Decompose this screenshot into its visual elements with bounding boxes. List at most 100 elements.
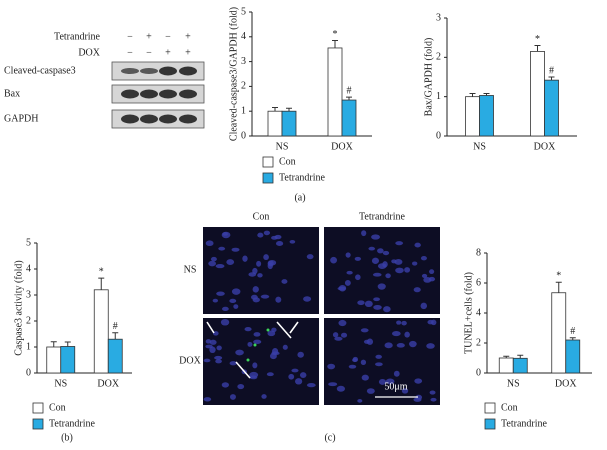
nucleus	[382, 250, 390, 256]
nucleus	[248, 272, 257, 277]
error-bar	[64, 341, 71, 347]
micrograph-row-label: DOX	[179, 355, 201, 366]
error-bar	[346, 96, 352, 101]
blot-band	[121, 89, 139, 99]
legend-swatch	[484, 418, 496, 430]
y-tick-label: 3	[241, 56, 246, 67]
nucleus	[244, 326, 252, 332]
nucleus	[338, 319, 347, 327]
significance-mark: #	[549, 65, 554, 76]
nucleus	[233, 304, 239, 309]
y-tick-label: 2	[241, 81, 246, 92]
nucleus	[212, 298, 218, 303]
nucleus	[391, 259, 397, 264]
y-tick-label: 8	[476, 247, 481, 258]
legend-label: Tetrandrine	[501, 418, 548, 429]
micrograph-row-label: NS	[184, 264, 197, 275]
nucleus	[252, 297, 260, 303]
nucleus	[275, 296, 282, 303]
error-bar	[517, 354, 524, 359]
nucleus	[253, 332, 261, 337]
nucleus	[415, 394, 423, 400]
micrograph-column-label: Con	[253, 211, 270, 222]
error-bar	[50, 341, 57, 347]
nucleus	[344, 280, 351, 286]
nucleus	[377, 248, 384, 254]
legend-label: Tetrandrine	[49, 418, 96, 429]
nucleus	[299, 372, 307, 378]
nucleus	[306, 382, 316, 388]
nucleus	[428, 276, 436, 282]
nucleus	[216, 291, 225, 296]
nucleus	[222, 306, 229, 312]
nucleus	[401, 320, 407, 326]
nucleus	[404, 331, 410, 338]
nucleus	[396, 320, 402, 325]
nucleus	[377, 283, 386, 290]
nucleus	[221, 382, 230, 388]
bar	[498, 357, 514, 374]
nucleus	[345, 252, 351, 258]
nucleus	[375, 354, 382, 359]
nucleus	[229, 361, 237, 366]
bar	[544, 79, 559, 137]
panel-label: (c)	[324, 432, 335, 443]
bar	[565, 339, 581, 374]
bar	[512, 357, 528, 374]
nucleus	[363, 339, 370, 344]
blot-sign: −	[127, 47, 133, 58]
y-axis-label: Cleaved-caspase3/GAPDH (fold)	[228, 7, 239, 141]
nucleus	[288, 373, 295, 380]
nucleus	[420, 256, 427, 261]
bar	[281, 110, 297, 137]
nucleus	[401, 388, 409, 394]
legend-label: Con	[49, 402, 66, 413]
y-tick-label: 0	[436, 130, 441, 141]
y-tick-label: 4	[26, 263, 31, 274]
x-tick-label: DOX	[555, 378, 577, 389]
nucleus	[377, 263, 387, 269]
arrow	[235, 361, 251, 379]
y-tick-label: 2	[26, 315, 31, 326]
error-bar	[272, 106, 278, 112]
nucleus	[252, 362, 258, 369]
significance-mark: #	[570, 326, 575, 337]
y-tick-label: 5	[26, 237, 31, 248]
blot-band	[121, 114, 139, 124]
nucleus	[235, 349, 244, 356]
blot-band	[121, 68, 139, 74]
error-bar	[569, 337, 576, 340]
nucleus	[361, 230, 367, 237]
nucleus	[252, 286, 259, 293]
nucleus	[231, 288, 241, 295]
error-bar	[469, 93, 476, 97]
nucleus	[429, 390, 436, 395]
legend-swatch	[484, 402, 496, 414]
nucleus	[275, 240, 284, 247]
blot-band-label: GAPDH	[4, 113, 38, 124]
nucleus	[396, 343, 405, 348]
nucleus	[328, 382, 338, 387]
nucleus	[271, 235, 278, 240]
nucleus	[412, 261, 418, 266]
legend-label: Con	[501, 402, 518, 413]
nucleus	[336, 385, 346, 392]
nucleus	[366, 388, 375, 394]
blot-band	[179, 89, 197, 99]
nucleus	[218, 246, 226, 251]
x-tick-label: NS	[276, 141, 289, 152]
nucleus	[330, 256, 338, 264]
nucleus	[354, 256, 361, 261]
nucleus	[360, 359, 367, 366]
legend-swatch	[32, 418, 44, 430]
nucleus	[210, 256, 217, 262]
y-tick-label: 0	[476, 367, 481, 378]
nucleus	[414, 378, 423, 384]
nucleus	[231, 247, 240, 252]
nucleus	[429, 269, 435, 275]
error-bar	[548, 76, 555, 81]
x-tick-label: NS	[54, 378, 67, 389]
nucleus	[392, 330, 401, 337]
arrow	[289, 321, 299, 334]
nucleus	[357, 300, 365, 306]
